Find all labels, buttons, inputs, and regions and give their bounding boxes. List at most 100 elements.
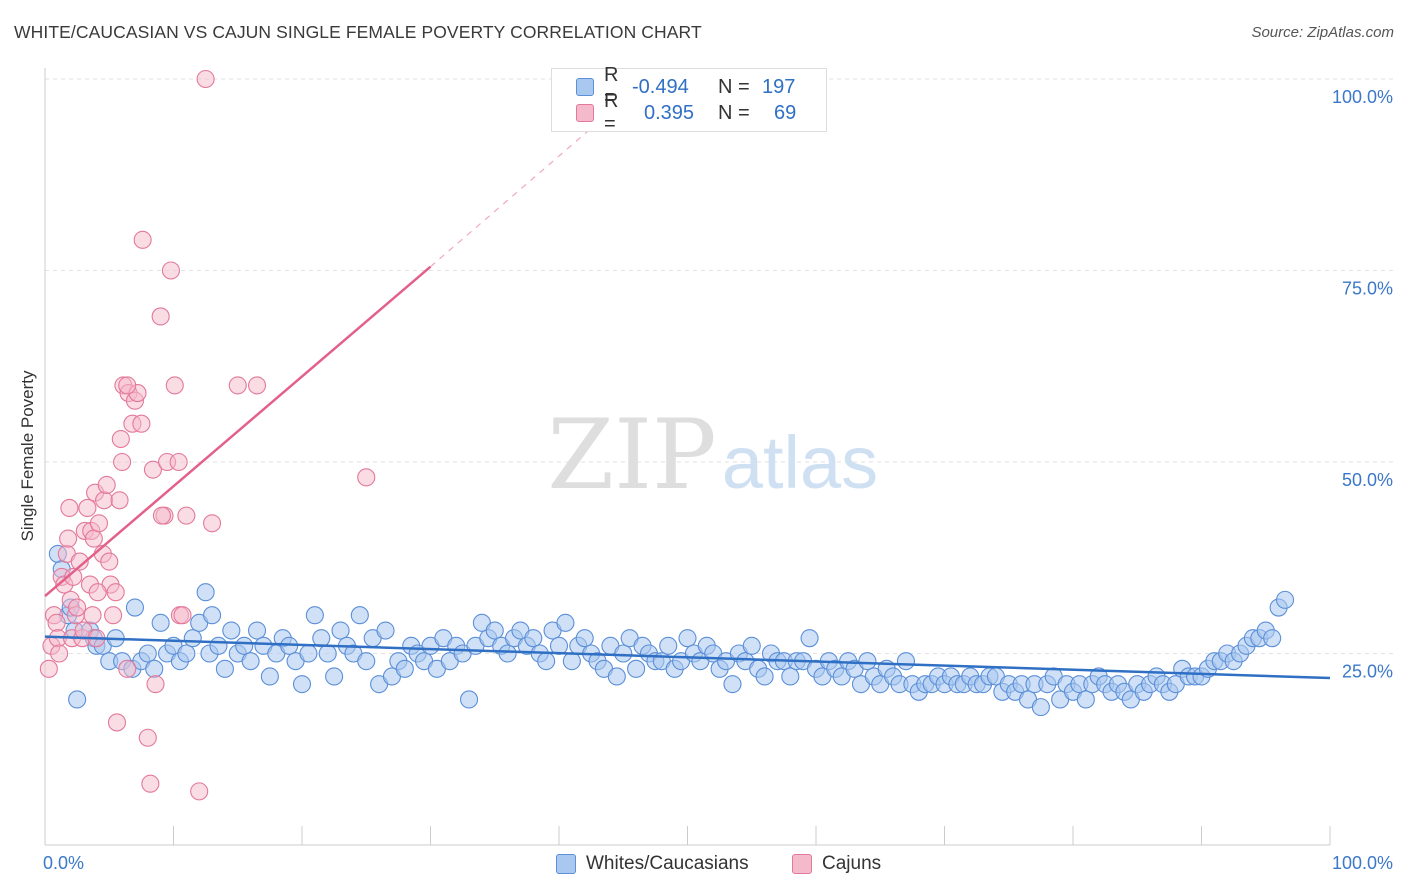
bottom-legend-cajuns: Cajuns bbox=[792, 852, 881, 876]
white-caucasian-point bbox=[678, 629, 697, 648]
tick-labels: 25.0% 50.0% 75.0% 100.0% 0.0% 100.0% bbox=[43, 87, 1393, 873]
bottom-legend-swatch-whites bbox=[556, 854, 576, 874]
legend-row-whites: R = -0.494 N = 197 bbox=[576, 64, 796, 109]
white-caucasian-point bbox=[151, 613, 170, 632]
legend-swatch-whites bbox=[576, 78, 594, 96]
grid-lines bbox=[45, 78, 1393, 654]
white-caucasian-point bbox=[485, 621, 504, 640]
white-caucasian-point bbox=[395, 659, 414, 678]
white-caucasian-point bbox=[215, 659, 234, 678]
white-caucasian-point bbox=[350, 606, 369, 625]
cajun-point bbox=[118, 659, 137, 678]
cajun-point bbox=[151, 307, 170, 326]
white-caucasian-point bbox=[562, 652, 581, 671]
cajun-point bbox=[113, 452, 132, 472]
white-caucasian-point bbox=[196, 583, 215, 602]
y-tick-label: 25.0% bbox=[1342, 662, 1393, 682]
legend-n-value: 197 bbox=[762, 75, 796, 98]
watermark-atlas: atlas bbox=[722, 421, 878, 504]
bottom-legend-label-cajuns: Cajuns bbox=[822, 853, 882, 874]
white-caucasian-point bbox=[299, 644, 318, 663]
white-caucasian-point bbox=[331, 621, 350, 640]
cajun-point bbox=[104, 606, 123, 625]
white-caucasian-point bbox=[247, 621, 267, 640]
white-caucasian-point bbox=[781, 667, 800, 686]
legend-row-cajuns: R = 0.395 N = 69 bbox=[576, 90, 797, 135]
bottom-legend-label-whites: Whites/Caucasians bbox=[586, 853, 749, 874]
cajun-point bbox=[118, 376, 137, 395]
y-tick-label: 100.0% bbox=[1332, 87, 1393, 107]
bottom-legend-swatch-cajuns bbox=[792, 854, 812, 874]
white-caucasian-point bbox=[896, 652, 916, 671]
white-caucasian-point bbox=[292, 675, 312, 694]
white-caucasian-point bbox=[203, 606, 222, 625]
white-caucasian-point bbox=[241, 652, 260, 671]
legend-n-value: 69 bbox=[774, 101, 797, 124]
white-caucasian-point bbox=[607, 667, 626, 686]
white-caucasian-point bbox=[459, 690, 479, 709]
cajun-point bbox=[64, 567, 83, 586]
cajun-point bbox=[83, 606, 102, 625]
cajun-point bbox=[89, 514, 109, 533]
cajun-point bbox=[196, 69, 215, 89]
bottom-legend-whites: Whites/Caucasians bbox=[556, 852, 749, 876]
legend-swatch-cajuns bbox=[576, 104, 594, 122]
cajun-point bbox=[107, 713, 127, 732]
white-caucasian-point bbox=[627, 659, 646, 678]
white-caucasian-point bbox=[723, 675, 742, 694]
cajun-point bbox=[132, 414, 151, 433]
white-caucasian-point bbox=[1275, 590, 1295, 609]
legend-r-value: -0.494 bbox=[632, 75, 689, 98]
white-caucasian-point bbox=[260, 667, 279, 686]
white-caucasian-point bbox=[659, 636, 678, 655]
cajun-point bbox=[177, 506, 196, 525]
white-caucasian-point bbox=[357, 652, 376, 671]
white-caucasian-point bbox=[318, 644, 337, 663]
cajun-point bbox=[70, 552, 89, 571]
trend-lines bbox=[44, 116, 1331, 680]
white-caucasian-point bbox=[1263, 629, 1282, 648]
white-caucasian-point bbox=[1031, 698, 1050, 717]
white-caucasian-point bbox=[524, 629, 543, 648]
legend-n-label: N = bbox=[718, 75, 750, 98]
white-caucasian-point bbox=[556, 613, 575, 632]
cajun-point bbox=[50, 644, 69, 663]
cajun-point bbox=[138, 728, 157, 747]
cajun-point bbox=[152, 506, 171, 525]
white-caucasian-point bbox=[209, 636, 228, 655]
cajun-point bbox=[161, 261, 180, 280]
white-caucasian-point bbox=[1076, 690, 1095, 709]
white-caucasian-point bbox=[177, 644, 196, 663]
white-caucasian-point bbox=[755, 667, 774, 686]
legend-r-label: R = bbox=[604, 64, 619, 109]
white-caucasian-point bbox=[575, 629, 594, 648]
source-label: Source: ZipAtlas.com bbox=[1251, 24, 1394, 41]
white-caucasian-point bbox=[614, 644, 633, 663]
cajun-point bbox=[60, 498, 79, 518]
cajun-point bbox=[68, 598, 87, 617]
cajun-point bbox=[247, 376, 267, 395]
y-tick-label: 50.0% bbox=[1342, 470, 1393, 490]
cajun-point bbox=[95, 491, 114, 510]
cajun-point bbox=[84, 529, 103, 548]
cajun-point bbox=[111, 429, 130, 449]
y-tick-label: 75.0% bbox=[1342, 279, 1393, 299]
white-caucasian-point bbox=[183, 629, 202, 648]
legend-r-label: R = bbox=[604, 90, 619, 135]
axes bbox=[44, 68, 1331, 846]
y-axis-label: Single Female Poverty bbox=[18, 370, 37, 542]
white-caucasian-point bbox=[222, 621, 241, 640]
white-caucasian-point bbox=[800, 629, 819, 648]
cajun-point bbox=[143, 460, 162, 479]
cajun-point bbox=[169, 452, 188, 472]
white-caucasian-point bbox=[68, 690, 87, 709]
cajuns-trend-line bbox=[44, 265, 432, 598]
cajun-point bbox=[141, 774, 160, 793]
white-caucasian-point bbox=[742, 636, 761, 655]
cajun-point bbox=[106, 583, 125, 602]
cajun-points bbox=[39, 69, 376, 801]
legend-n-label: N = bbox=[718, 101, 750, 124]
cajun-point bbox=[357, 468, 376, 487]
cajun-point bbox=[190, 782, 209, 801]
